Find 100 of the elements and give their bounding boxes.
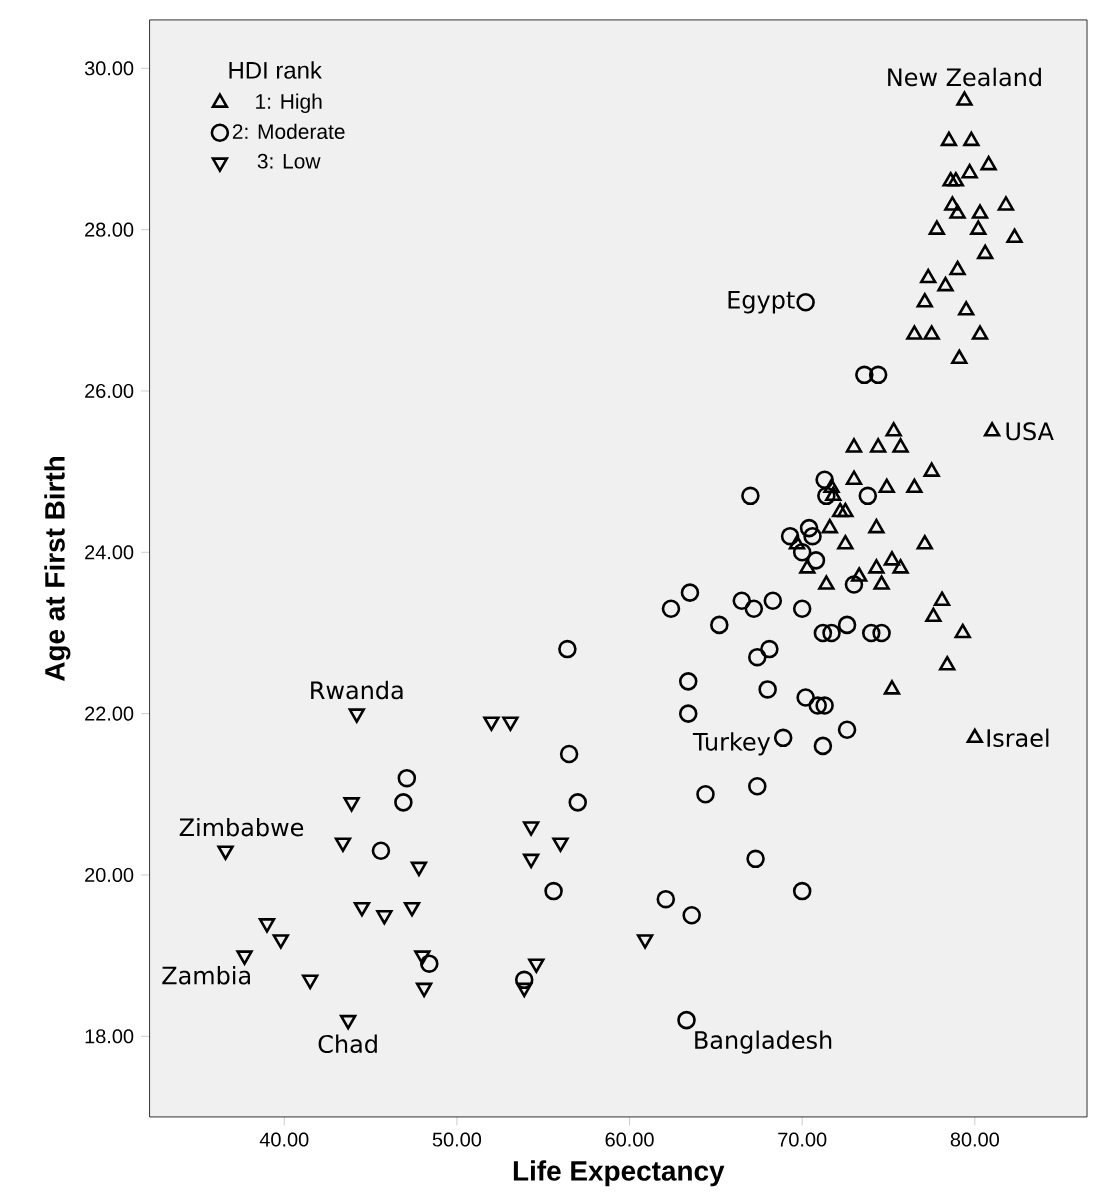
point xyxy=(906,478,923,494)
point xyxy=(236,950,253,965)
point xyxy=(544,881,563,901)
point xyxy=(792,543,812,562)
annotation: New Zealand xyxy=(888,67,1041,87)
point xyxy=(831,502,849,518)
point xyxy=(696,785,715,804)
point xyxy=(850,567,868,582)
point xyxy=(813,736,833,756)
point xyxy=(957,301,975,316)
point xyxy=(861,623,881,643)
x-tick-label: 70.00 xyxy=(778,1132,827,1147)
point xyxy=(732,591,752,610)
annotation: Bangladesh xyxy=(695,1030,832,1054)
point xyxy=(744,599,764,619)
point xyxy=(682,906,701,925)
point xyxy=(837,615,857,635)
point xyxy=(758,680,777,699)
annotation: Egypt xyxy=(728,291,795,314)
point xyxy=(343,797,360,812)
point xyxy=(954,623,971,639)
y-axis-title: Age at First Birth xyxy=(44,456,71,681)
point xyxy=(799,559,816,574)
point xyxy=(872,623,891,643)
point xyxy=(813,623,833,643)
legend-title: HDI rank xyxy=(229,61,322,79)
point xyxy=(803,526,822,546)
x-tick-label: 60.00 xyxy=(605,1132,654,1147)
point xyxy=(951,349,968,364)
point xyxy=(920,268,937,284)
point xyxy=(397,768,417,788)
point xyxy=(522,821,540,836)
point xyxy=(837,534,854,550)
point xyxy=(844,575,864,594)
point xyxy=(348,708,365,723)
point xyxy=(678,672,698,691)
point xyxy=(961,163,978,179)
annotation: Israel xyxy=(987,728,1049,748)
point xyxy=(796,688,815,707)
point xyxy=(403,901,421,917)
point xyxy=(883,551,901,566)
point xyxy=(845,470,863,485)
point xyxy=(678,704,698,723)
point xyxy=(796,292,815,312)
point xyxy=(656,889,676,909)
point xyxy=(748,776,767,796)
point xyxy=(636,934,654,949)
point xyxy=(858,486,878,506)
point xyxy=(272,934,290,949)
point xyxy=(763,591,783,610)
point xyxy=(983,422,1001,437)
annotation: USA xyxy=(1006,422,1054,441)
point xyxy=(916,534,933,550)
point xyxy=(925,607,942,623)
annotation: Zambia xyxy=(162,966,250,985)
point xyxy=(956,91,973,106)
point xyxy=(792,881,812,901)
point xyxy=(746,849,765,869)
point xyxy=(420,954,439,973)
point xyxy=(410,861,428,877)
point xyxy=(997,196,1015,211)
point xyxy=(815,696,834,715)
point xyxy=(522,853,540,869)
point xyxy=(928,220,946,235)
point xyxy=(980,155,997,171)
point xyxy=(892,559,909,574)
annotation: Chad xyxy=(318,1034,377,1054)
legend-label: 3: Low xyxy=(257,153,321,169)
point xyxy=(760,639,779,659)
y-tick-label: 18.00 xyxy=(85,1029,134,1044)
point xyxy=(748,647,767,667)
y-tick-label: 20.00 xyxy=(85,867,134,883)
point xyxy=(855,365,874,385)
point xyxy=(514,970,534,990)
annotation: Zimbabwe xyxy=(179,817,304,837)
point xyxy=(258,918,276,933)
annotation: Rwanda xyxy=(311,680,403,700)
point xyxy=(825,486,842,502)
point xyxy=(559,744,579,764)
x-tick-label: 50.00 xyxy=(432,1132,482,1147)
point xyxy=(944,196,961,211)
point xyxy=(892,438,909,453)
point xyxy=(516,982,533,998)
legend-label: 1: High xyxy=(256,93,322,114)
point xyxy=(868,518,885,534)
point xyxy=(301,974,319,990)
point xyxy=(906,325,923,340)
point xyxy=(677,1010,696,1030)
point xyxy=(799,518,819,538)
point xyxy=(528,958,545,973)
point xyxy=(483,716,500,731)
point xyxy=(808,696,827,715)
y-tick-label: 22.00 xyxy=(85,706,134,721)
point xyxy=(868,559,885,574)
x-tick-label: 80.00 xyxy=(950,1132,999,1147)
point xyxy=(976,244,994,260)
point xyxy=(923,462,940,477)
point xyxy=(837,502,854,518)
point xyxy=(792,599,812,619)
point xyxy=(970,220,987,235)
